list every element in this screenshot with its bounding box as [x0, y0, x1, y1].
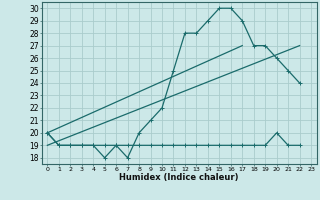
X-axis label: Humidex (Indice chaleur): Humidex (Indice chaleur) — [119, 173, 239, 182]
